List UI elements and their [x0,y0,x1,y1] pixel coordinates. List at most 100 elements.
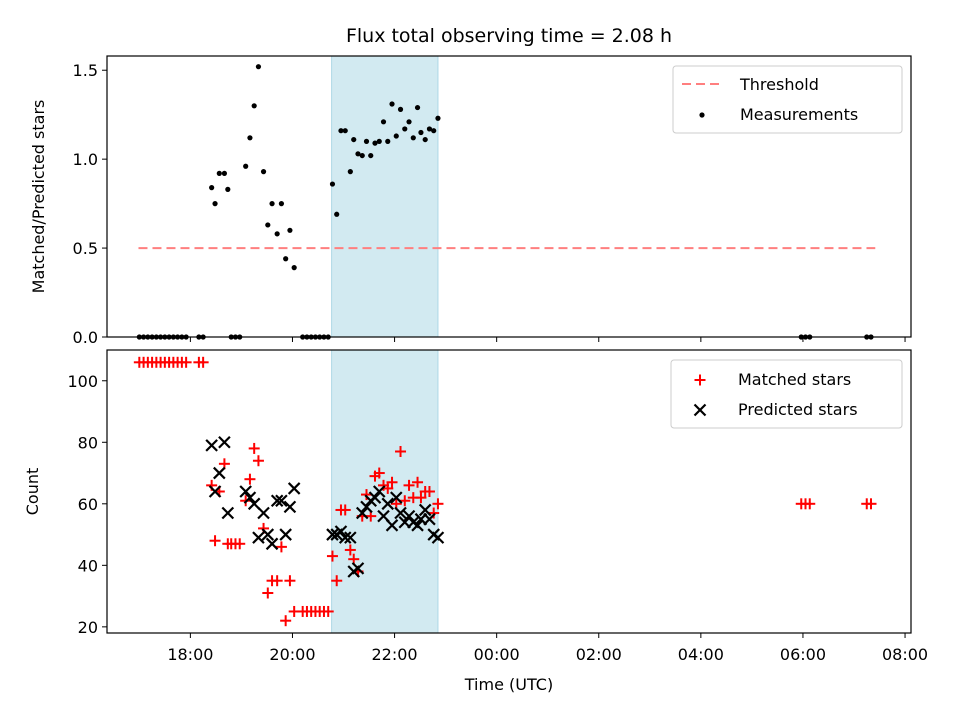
shaded-interval-top [331,55,439,338]
y-tick-label: 100 [67,372,98,391]
matched-star-point [275,541,287,553]
predicted-star-point [221,506,235,520]
predicted-star-point [418,503,432,517]
measurement-point [216,170,222,176]
measurement-point [368,152,374,159]
legend-threshold-label: Threshold [739,75,819,94]
predicted-star-point [208,485,222,498]
matched-star-point [271,575,283,587]
predicted-star-point [218,436,231,449]
matched-star-point [403,479,415,491]
predicted-star-point [275,494,288,508]
predicted-star-point [355,506,369,520]
measurement-point [212,201,218,207]
predicted-star-point [239,485,252,498]
y-tick-label: 1.5 [73,61,98,80]
x-tick-label: 06:00 [780,645,826,664]
matched-star-point [244,473,256,485]
predicted-star-point [431,531,445,544]
matched-star-point [322,605,334,617]
legend-predicted-swatch [693,403,707,417]
measurement-point [355,151,361,157]
measurement-point [251,103,257,109]
matched-star-point [415,492,427,504]
matched-star-point [395,446,407,458]
measurement-point [347,169,353,175]
matched-star-point [197,356,209,368]
measurement-point [225,186,231,192]
predicted-star-point [385,519,399,532]
predicted-star-point [287,482,301,495]
measurement-point [255,64,262,70]
bottom-axes-frame [106,349,912,634]
measurement-point [209,185,215,191]
predicted-star-point [252,531,265,544]
measurement-point [397,106,404,112]
y-tick-label: 80 [78,433,98,452]
bottom-legend [670,359,903,429]
predicted-star-point [338,531,352,544]
y-tick-label: 40 [78,556,98,575]
predicted-star-point [279,528,292,541]
x-tick-label: 08:00 [882,645,928,664]
matched-star-point [428,507,440,519]
matched-star-point [180,356,192,368]
predicted-star-point [389,491,403,504]
matched-star-point [326,550,338,562]
matched-star-point [284,575,296,587]
predicted-star-point [265,537,279,551]
top-legend [672,65,903,134]
measurement-point [287,227,293,233]
measurement-point [393,133,399,139]
measurement-point [247,135,253,141]
legend-measurements-label: Measurements [740,105,858,124]
measurement-point [351,136,357,143]
matched-star-point [209,535,221,547]
top-y-axis-label: Matched/Predicted stars [29,100,48,294]
matched-star-point [252,455,264,467]
legend-matched-swatch [694,374,706,386]
x-tick-label: 20:00 [269,645,315,664]
y-tick-label: 20 [78,618,98,637]
predicted-star-point [411,519,424,532]
matched-star-point [386,476,398,488]
predicted-star-point [368,491,382,504]
matched-star-point [331,575,343,587]
measurement-point [372,140,378,146]
chart-title: Flux total observing time = 2.08 h [346,25,672,47]
matched-star-point [423,486,435,497]
measurement-point [269,201,275,207]
matched-star-point [865,498,877,510]
measurement-point [418,129,424,136]
predicted-star-point [394,506,407,520]
measurement-point [278,201,285,207]
top-axes-frame [106,55,912,338]
measurement-point [410,135,416,141]
matched-star-point [432,498,444,510]
predicted-star-point [261,528,275,541]
measurement-point [243,163,249,169]
measurement-point [274,231,280,237]
matched-star-point [280,615,292,627]
measurement-point [221,170,228,176]
matched-star-point [804,498,816,510]
predicted-star-point [243,491,257,504]
matched-star-point [360,489,372,501]
measurement-point [265,222,271,228]
x-axis-label: Time (UTC) [464,675,553,694]
predicted-star-point [381,497,395,511]
axes-layer: 18:00 20:00 22:00 00:00 02:00 04:00 06:00 08:00… [23,55,928,694]
matched-star-point [234,538,246,550]
measurement-point [363,138,370,144]
measurement-point [338,128,344,134]
y-tick-label: 60 [78,495,98,514]
y-tick-label: 1.0 [73,150,98,169]
matched-star-point [262,587,274,599]
predicted-star-point [205,439,218,452]
measurement-point [431,128,437,134]
measurement-point [291,265,297,271]
predicted-star-point [351,562,365,575]
series-layer [133,64,877,627]
predicted-star-point [423,512,436,526]
